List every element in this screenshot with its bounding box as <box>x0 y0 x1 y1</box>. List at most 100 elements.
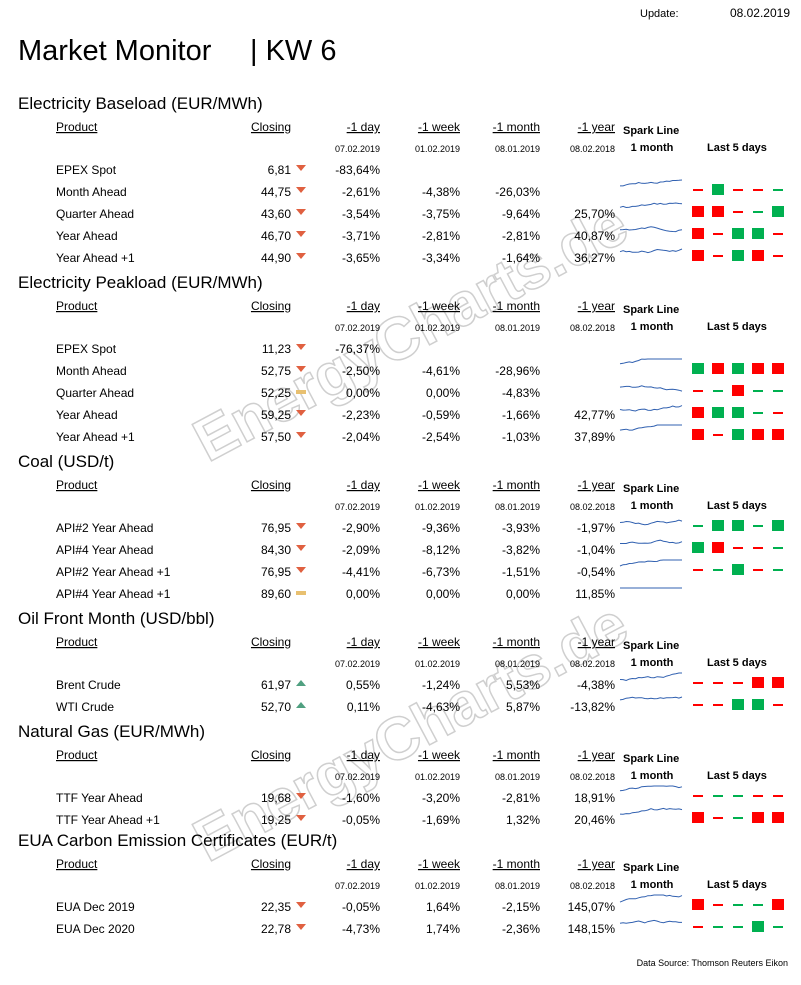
spark-label: Spark Line <box>623 125 679 137</box>
cell: 20,46% <box>574 813 615 827</box>
cell: -8,12% <box>422 543 460 557</box>
column-header: -1 day <box>347 635 380 649</box>
day-mark <box>773 795 783 797</box>
spark-sub: 1 month <box>631 879 674 891</box>
cell: 37,89% <box>574 430 615 444</box>
column-header: -1 year <box>578 748 615 762</box>
sparkline <box>619 807 683 815</box>
sparkline <box>619 894 683 903</box>
cell: API#4 Year Ahead <box>56 543 153 557</box>
date: 08.02.2018 <box>570 772 615 782</box>
cell: -2,61% <box>342 185 380 199</box>
date: 07.02.2019 <box>335 772 380 782</box>
cell: 1,74% <box>426 922 460 936</box>
day-mark <box>752 677 764 688</box>
day-mark <box>752 699 764 710</box>
column-header: -1 day <box>347 857 380 871</box>
cell: -3,82% <box>502 543 540 557</box>
cell: -4,61% <box>422 364 460 378</box>
cell: EPEX Spot <box>56 342 117 356</box>
cell: TTF Year Ahead +1 <box>56 813 160 827</box>
last5-label: Last 5 days <box>707 500 767 512</box>
last5-label: Last 5 days <box>707 142 767 154</box>
day-mark <box>753 904 763 906</box>
day-mark <box>753 412 763 414</box>
date: 07.02.2019 <box>335 144 380 154</box>
day-mark <box>772 520 784 531</box>
trend-marker <box>296 793 306 799</box>
update-date: 08.02.2019 <box>730 6 790 20</box>
sparkline <box>619 424 682 431</box>
cell: 1,64% <box>426 900 460 914</box>
cell: -2,15% <box>502 900 540 914</box>
section-title: EUA Carbon Emission Certificates (EUR/t) <box>18 831 337 850</box>
day-mark <box>692 407 704 418</box>
day-mark <box>692 250 704 261</box>
last5-label: Last 5 days <box>707 770 767 782</box>
cell: -2,50% <box>342 364 380 378</box>
cell: -1,60% <box>342 791 380 805</box>
day-mark <box>732 363 744 374</box>
column-header: -1 day <box>347 299 380 313</box>
day-mark <box>713 390 723 392</box>
cell: -2,81% <box>502 791 540 805</box>
sparkline <box>619 559 682 567</box>
day-mark <box>733 682 743 684</box>
column-header: -1 week <box>418 857 461 871</box>
sparkline <box>619 696 683 701</box>
spark-label: Spark Line <box>623 640 679 652</box>
spark-sub: 1 month <box>631 142 674 154</box>
trend-marker <box>296 591 306 595</box>
trend-marker <box>296 523 306 529</box>
column-header: -1 week <box>418 635 461 649</box>
cell: 0,11% <box>347 700 380 714</box>
date: 08.01.2019 <box>495 881 540 891</box>
day-mark <box>773 704 783 706</box>
column-header: Product <box>56 299 98 313</box>
section-title: Oil Front Month (USD/bbl) <box>18 609 215 628</box>
day-mark <box>712 206 724 217</box>
date: 08.02.2018 <box>570 659 615 669</box>
day-mark <box>713 704 723 706</box>
day-mark <box>732 699 744 710</box>
date: 01.02.2019 <box>415 772 460 782</box>
column-header: Product <box>56 120 98 134</box>
date: 01.02.2019 <box>415 881 460 891</box>
cell: EUA Dec 2020 <box>56 922 135 936</box>
column-header: -1 day <box>347 748 380 762</box>
cell: -1,03% <box>502 430 540 444</box>
cell: -1,24% <box>422 678 460 692</box>
cell: -4,63% <box>422 700 460 714</box>
day-mark <box>752 429 764 440</box>
cell: -1,66% <box>502 408 540 422</box>
column-header: Product <box>56 857 98 871</box>
day-mark <box>693 189 703 191</box>
trend-marker <box>296 253 306 259</box>
cell: 22,78 <box>261 922 291 936</box>
day-mark <box>752 921 764 932</box>
day-mark <box>732 429 744 440</box>
sparkline <box>619 405 683 412</box>
title: Market Monitor <box>18 35 212 67</box>
day-mark <box>733 189 743 191</box>
update-label: Update: <box>640 8 679 20</box>
date: 07.02.2019 <box>335 323 380 333</box>
cell: API#4 Year Ahead +1 <box>56 587 171 601</box>
column-header: -1 week <box>418 120 461 134</box>
cell: -2,90% <box>342 521 380 535</box>
date: 08.02.2018 <box>570 144 615 154</box>
cell: 6,81 <box>268 163 292 177</box>
trend-marker <box>296 410 306 416</box>
cell: Year Ahead +1 <box>56 430 135 444</box>
date: 08.02.2018 <box>570 323 615 333</box>
section-title: Natural Gas (EUR/MWh) <box>18 722 205 741</box>
cell: 84,30 <box>261 543 291 557</box>
day-mark <box>753 390 763 392</box>
last5-label: Last 5 days <box>707 879 767 891</box>
day-mark <box>713 817 723 819</box>
day-mark <box>733 211 743 213</box>
day-mark <box>712 542 724 553</box>
date: 08.01.2019 <box>495 502 540 512</box>
cell: -3,65% <box>342 251 380 265</box>
